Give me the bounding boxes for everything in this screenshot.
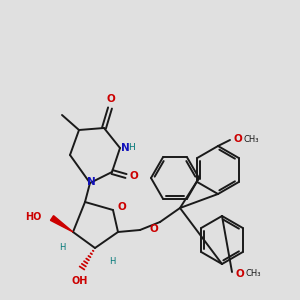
Text: N: N — [121, 143, 130, 153]
Text: H: H — [109, 257, 115, 266]
Polygon shape — [50, 216, 73, 232]
Text: O: O — [130, 171, 139, 181]
Text: HO: HO — [26, 212, 42, 222]
Text: H: H — [59, 242, 65, 251]
Text: O: O — [236, 269, 245, 279]
Text: CH₃: CH₃ — [243, 134, 259, 143]
Text: N: N — [87, 177, 95, 187]
Text: O: O — [234, 134, 243, 144]
Text: O: O — [149, 224, 158, 234]
Text: O: O — [106, 94, 116, 104]
Text: OH: OH — [72, 276, 88, 286]
Text: CH₃: CH₃ — [245, 269, 260, 278]
Text: O: O — [117, 202, 126, 212]
Text: H: H — [128, 142, 135, 152]
